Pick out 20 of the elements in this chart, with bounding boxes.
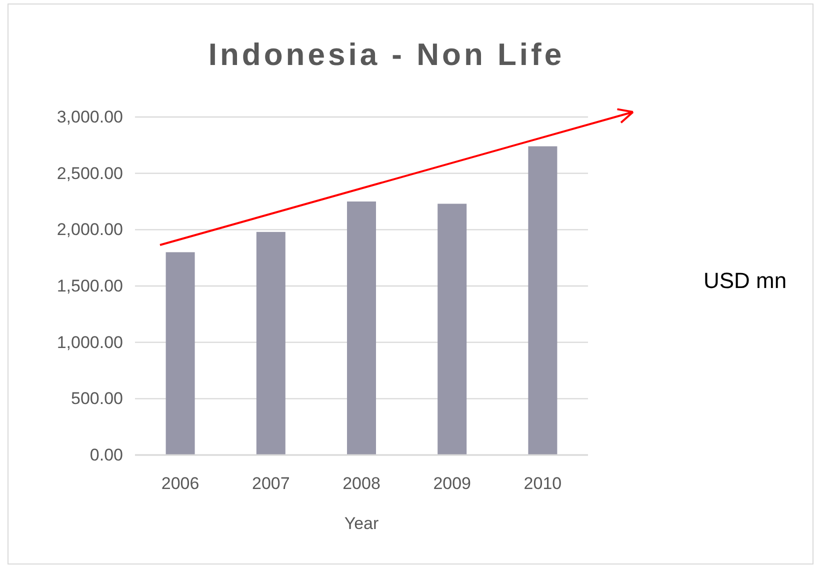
bar xyxy=(528,146,558,455)
x-tick-label: 2010 xyxy=(524,474,562,494)
x-axis-title: Year xyxy=(344,514,380,533)
bar xyxy=(438,204,467,455)
y-tick-label: 500.00 xyxy=(71,389,123,408)
y-tick-label: 1,000.00 xyxy=(56,332,123,352)
y-tick-label: 0.00 xyxy=(90,445,123,464)
y-tick-label: 3,000.00 xyxy=(56,107,123,126)
text: USD mn xyxy=(703,268,787,293)
x-tick-label: 2009 xyxy=(433,474,472,494)
y-tick-label: 2,000.00 xyxy=(56,220,123,240)
y-tick-label: 2,500.00 xyxy=(56,164,123,183)
y-tick-label: 1,500.00 xyxy=(56,276,123,296)
x-tick-label: 2008 xyxy=(342,474,380,494)
bar xyxy=(347,202,376,455)
bar xyxy=(166,252,195,455)
x-tick-label: 2007 xyxy=(252,474,290,494)
x-tick-label: 2006 xyxy=(161,474,200,494)
bar xyxy=(256,232,286,455)
chart-title: Indonesia - Non Life xyxy=(208,37,565,72)
